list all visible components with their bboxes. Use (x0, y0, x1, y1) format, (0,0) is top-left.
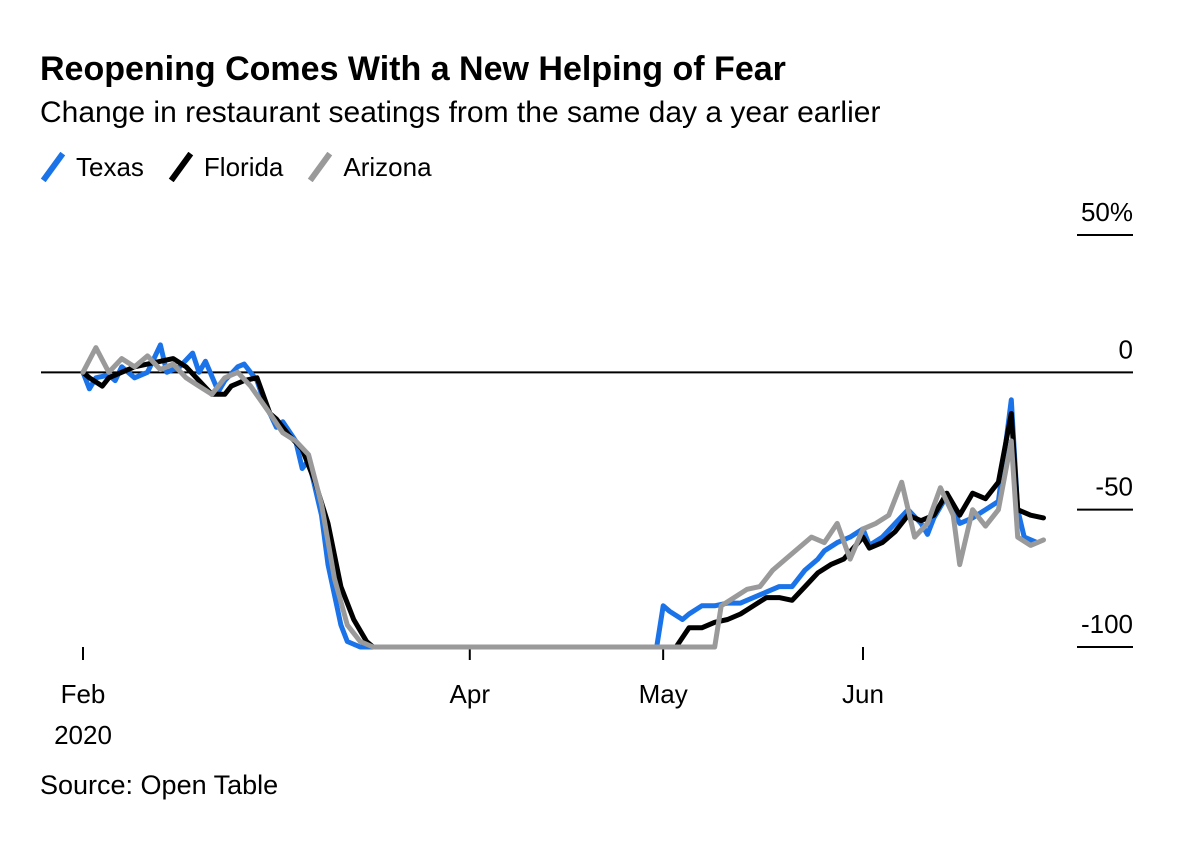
y-tick-label: -50 (1095, 472, 1133, 502)
legend-label-florida: Florida (203, 151, 284, 182)
legend-item-texas: Texas (40, 152, 144, 183)
legend-item-florida: Florida (168, 152, 283, 183)
legend-item-arizona: Arizona (307, 151, 432, 183)
legend-swatch-florida (168, 152, 194, 182)
y-tick-label: 50% (1081, 197, 1133, 227)
legend-swatch-arizona (308, 152, 333, 182)
series-layer (80, 342, 1046, 650)
y-tick-label: -100 (1081, 609, 1133, 639)
series-line-florida (80, 356, 1046, 650)
legend-label-arizona: Arizona (343, 151, 432, 182)
chart-title: Reopening Comes With a New Helping of Fe… (40, 50, 786, 88)
x-tick-label: Jun (842, 679, 884, 709)
x-tick-sublabel: 2020 (54, 720, 112, 750)
x-tick-label: Apr (450, 679, 491, 709)
chart-subtitle: Change in restaurant seatings from the s… (40, 96, 881, 129)
legend-swatch-texas (40, 152, 66, 182)
legend-label-texas: Texas (76, 151, 144, 182)
x-tick-label: May (639, 679, 688, 709)
x-tick-label: Feb (61, 679, 106, 709)
series-line-arizona (80, 345, 1046, 650)
y-tick-label: 0 (1119, 334, 1133, 364)
legend: Texas Florida Arizona (40, 150, 456, 184)
axes-layer: 50% 0 -50 -100 Feb 2020 Apr May Jun (41, 197, 1133, 750)
source-note: Source: Open Table (40, 770, 279, 800)
